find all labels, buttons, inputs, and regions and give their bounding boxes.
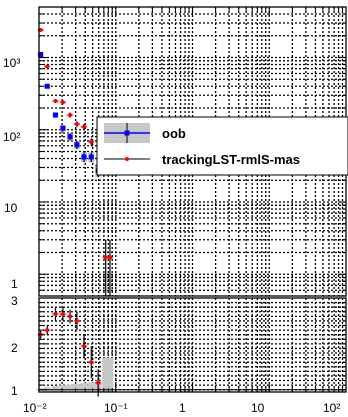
ratio-band-bin: [59, 385, 67, 392]
ratio-band-bin: [73, 383, 81, 392]
legend-swatch-tracking-marker: [125, 157, 129, 161]
ratio-band-bin: [80, 382, 88, 392]
legend-swatch-oob-marker: [124, 130, 130, 136]
ratio-y-tick-label: 3: [11, 294, 18, 308]
ratio-y-tick-label: 2: [11, 341, 18, 355]
oob-point: [60, 125, 66, 131]
main-y-tick-label: 10²: [3, 130, 20, 144]
ratio-band-bin: [87, 382, 95, 392]
ratio-band-bin: [102, 357, 110, 392]
tracking-point: [82, 124, 87, 129]
ratio-point: [96, 380, 101, 385]
tracking-point: [68, 113, 73, 118]
main-y-tick-label: 10: [4, 201, 18, 215]
oob-point: [44, 83, 50, 89]
ratio-band-bin: [51, 386, 59, 392]
tracking-point: [107, 255, 112, 260]
x-tick-label: 10²: [323, 401, 340, 415]
tracking-point: [45, 64, 50, 69]
tracking-point: [103, 255, 108, 260]
ratio-point: [82, 344, 87, 349]
main-y-tick-label: 1: [11, 277, 18, 291]
ratio-point: [74, 318, 79, 323]
ratio-band-bin: [66, 384, 74, 392]
legend: oob trackingLST-rmlS-mas: [96, 116, 348, 176]
oob-point: [67, 134, 73, 140]
ratio-y-tick-label: 1: [11, 384, 18, 398]
oob-point: [74, 142, 80, 148]
oob-point: [81, 154, 87, 160]
tracking-point: [60, 100, 65, 105]
oob-point: [88, 154, 94, 160]
x-tick-label: 10⁻²: [23, 401, 47, 415]
ratio-point: [68, 314, 73, 319]
oob-point: [52, 112, 58, 118]
legend-label-tracking: trackingLST-rmlS-mas: [162, 152, 300, 167]
oob-point: [38, 52, 44, 58]
ratio-point: [60, 312, 65, 317]
ratio-point: [89, 360, 94, 365]
main-y-tick-label: 10³: [3, 56, 20, 70]
ratio-point: [45, 328, 50, 333]
tracking-point: [74, 122, 79, 127]
ratio-point: [53, 312, 58, 317]
x-tick-label: 10⁻¹: [104, 401, 128, 415]
tracking-point: [89, 139, 94, 144]
x-tick-label: 10: [251, 401, 265, 415]
x-tick-label: 1: [179, 401, 186, 415]
tracking-point: [53, 98, 58, 103]
legend-label-oob: oob: [162, 126, 186, 141]
axis-ticks: [38, 7, 347, 392]
ratio-band-bin: [106, 357, 114, 392]
